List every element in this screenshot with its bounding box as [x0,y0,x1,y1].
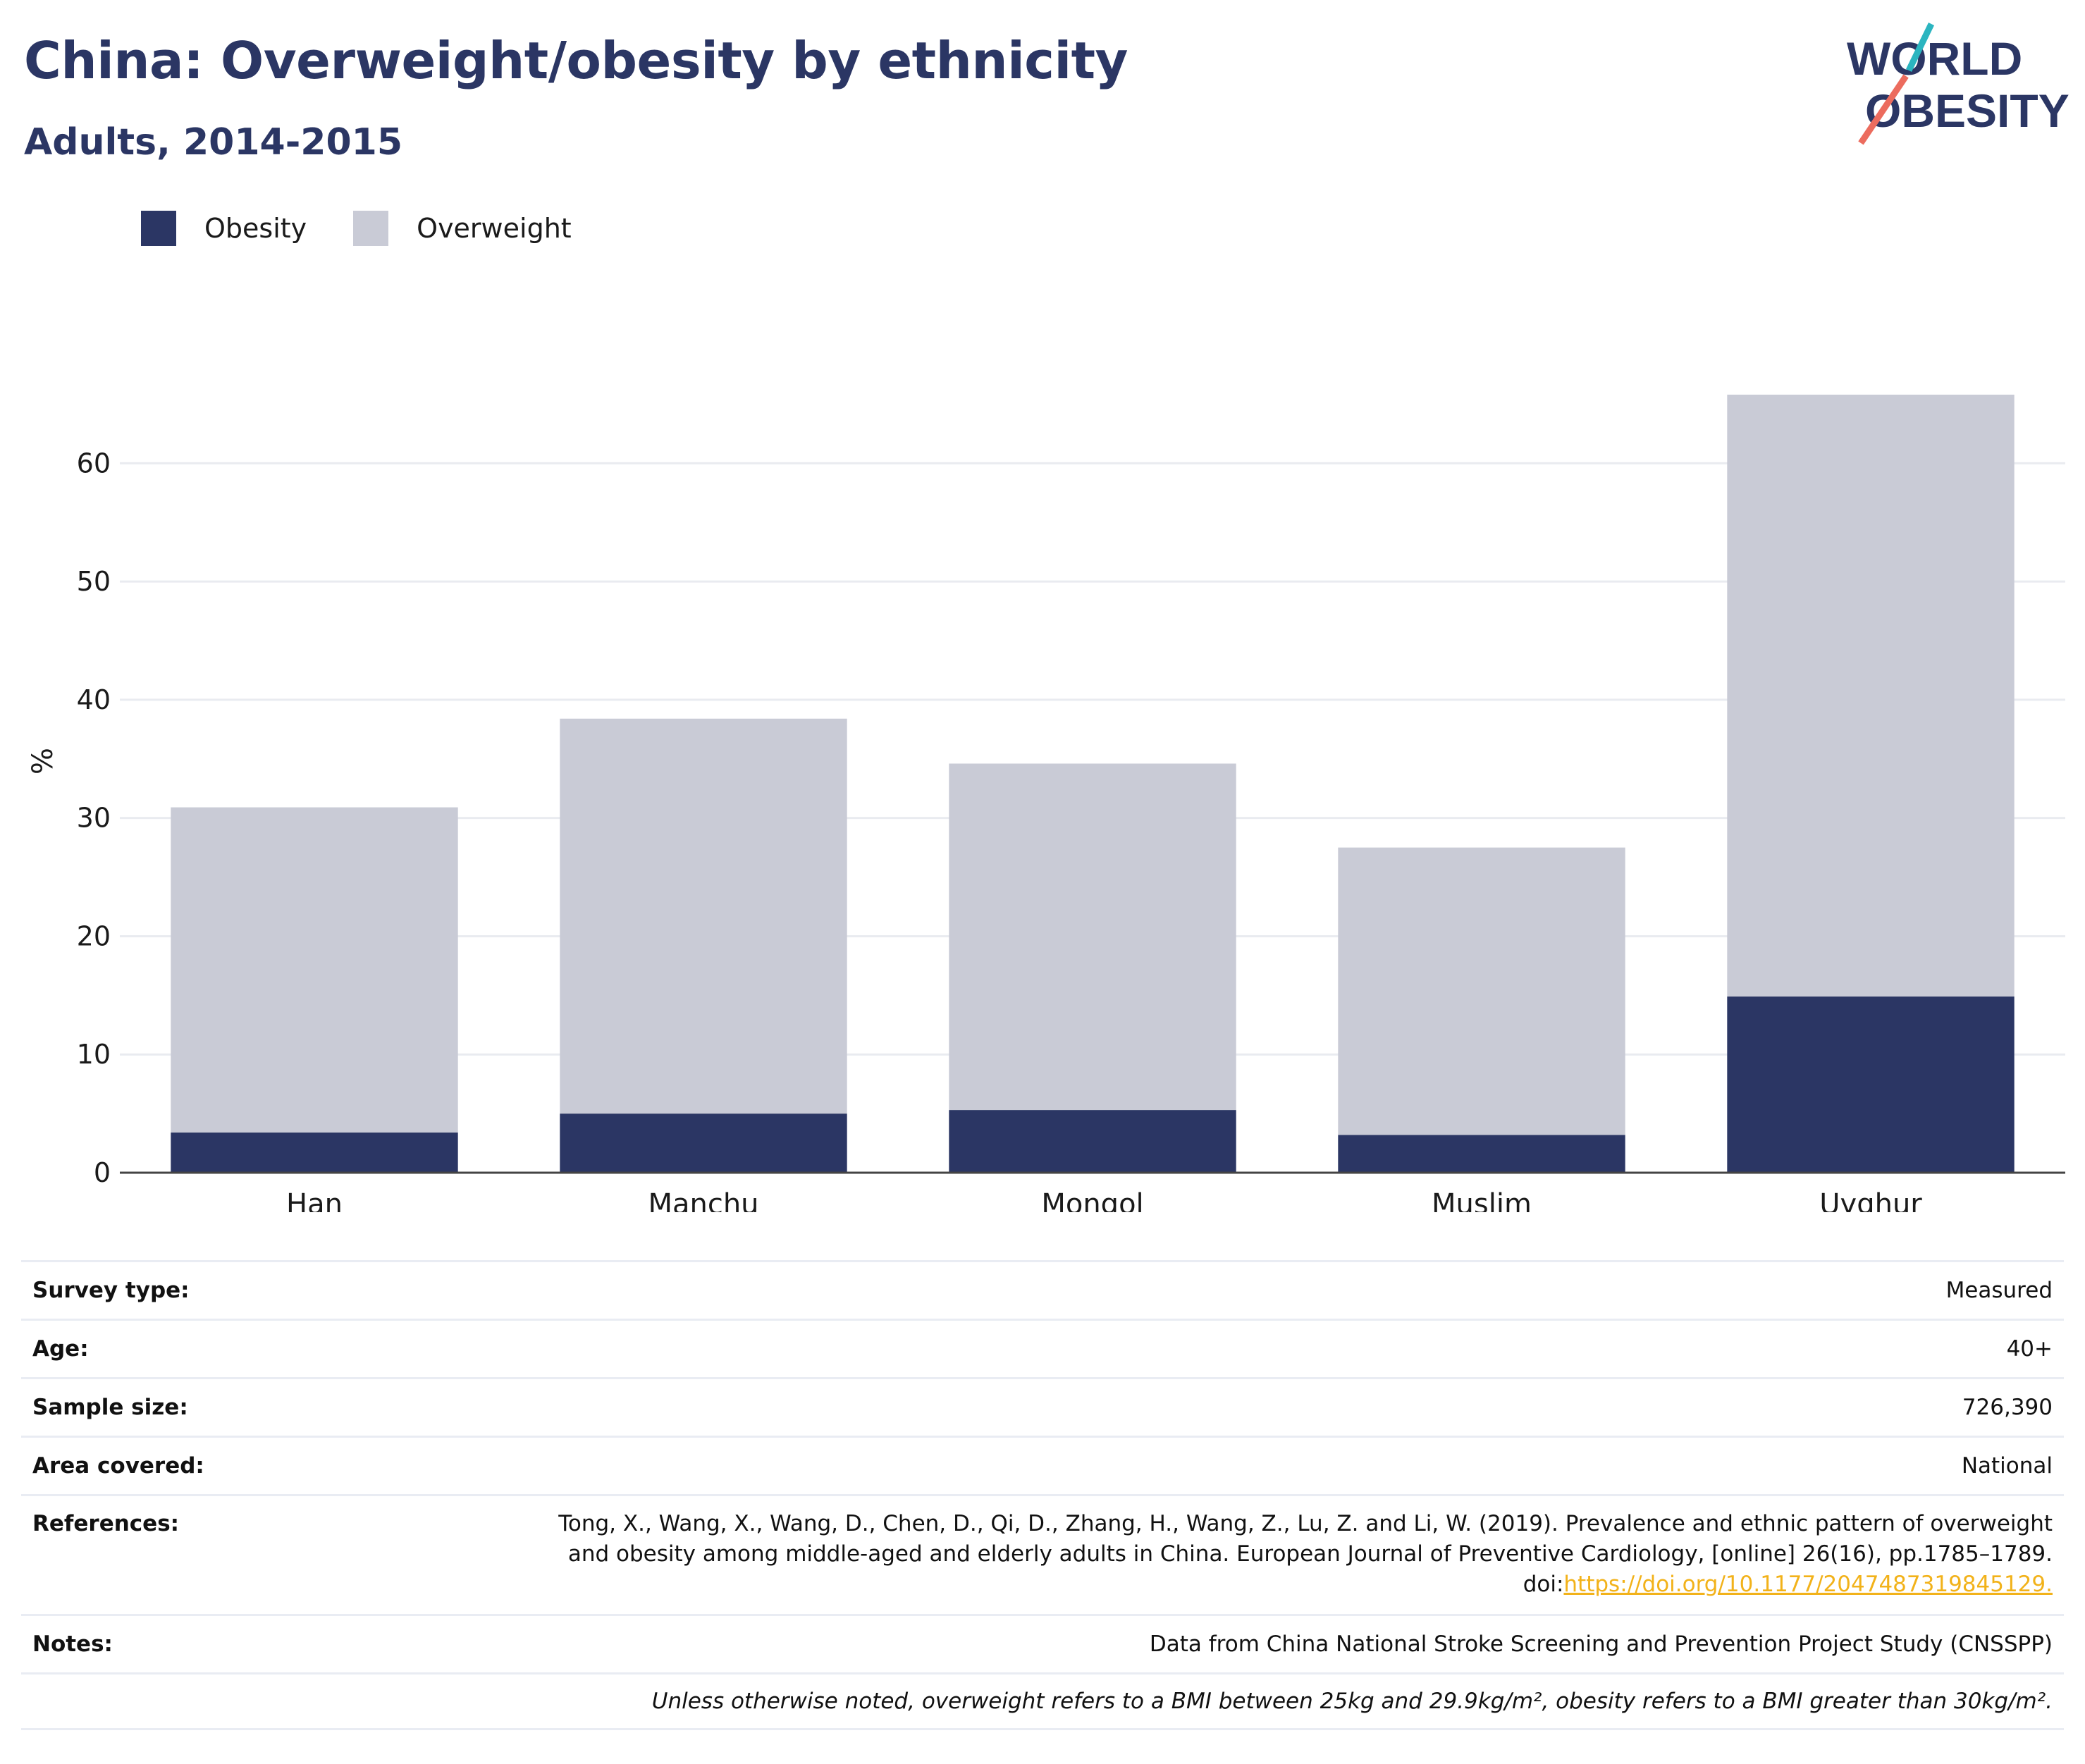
legend-item-obesity[interactable]: Obesity [141,211,307,246]
doi-prefix: doi: [1523,1572,1564,1597]
reference-doi: doi:https://doi.org/10.1177/204748731984… [558,1569,2053,1600]
info-row-references: References: Tong, X., Wang, X., Wang, D.… [21,1494,2064,1614]
bar-overweight-manchu [560,718,847,1114]
bmi-footnote: Unless otherwise noted, overweight refer… [651,1689,2053,1714]
sample-size-value: 726,390 [1962,1395,2053,1420]
bar-obesity-han [171,1132,458,1173]
y-tick-label: 60 [77,448,111,479]
legend-swatch-overweight [353,211,389,246]
age-value: 40+ [2006,1336,2053,1362]
info-row-survey-type: Survey type: Measured [21,1260,2064,1319]
bar-obesity-manchu [560,1114,847,1173]
legend-item-overweight[interactable]: Overweight [353,211,572,246]
legend-label-overweight: Overweight [417,213,572,244]
info-table: Survey type: Measured Age: 40+ Sample si… [21,1260,2064,1730]
info-row-age: Age: 40+ [21,1319,2064,1377]
legend-swatch-obesity [141,211,176,246]
bar-overweight-han [171,807,458,1133]
legend-label-obesity: Obesity [204,213,307,244]
logo-line2: OBESITY [1865,85,2069,137]
bar-overweight-uyghur [1727,395,2015,997]
world-obesity-logo[interactable]: WORLD OBESITY [1833,20,2072,147]
info-row-area: Area covered: National [21,1436,2064,1494]
sample-size-label: Sample size: [32,1395,188,1420]
references-value: Tong, X., Wang, X., Wang, D., Chen, D., … [558,1509,2053,1600]
survey-type-label: Survey type: [32,1278,190,1303]
area-label: Area covered: [32,1453,204,1479]
area-value: National [1961,1453,2053,1479]
bar-chart: 0 10 20 30 40 50 60% Han Manchu Mongol Muslim Uyghu… [27,395,2065,1212]
logo-line1: WORLD [1847,32,2022,85]
bar-obesity-mongol [949,1110,1236,1173]
info-row-notes: Notes: Data from China National Stroke S… [21,1614,2064,1672]
y-tick-label: 40 [77,684,111,715]
bar-overweight-mongol [949,763,1236,1111]
x-tick-label: Mongol [1041,1188,1143,1212]
info-row-sample-size: Sample size: 726,390 [21,1377,2064,1436]
reference-line-2: and obesity among middle-aged and elderl… [567,1541,2053,1567]
x-tick-label: Uyghur [1819,1188,1922,1212]
age-label: Age: [32,1336,89,1362]
y-tick-label: 30 [77,803,111,834]
bar-obesity-muslim [1338,1135,1625,1173]
notes-value: Data from China National Stroke Screenin… [1149,1632,2053,1657]
x-tick-label: Manchu [648,1188,758,1212]
notes-label: Notes: [32,1632,113,1657]
y-tick-label: 10 [77,1039,111,1070]
page-subtitle: Adults, 2014-2015 [24,121,403,164]
y-tick-label: 0 [94,1157,111,1188]
info-row-footnote: Unless otherwise noted, overweight refer… [21,1672,2064,1730]
y-axis-label: % [27,748,59,775]
bar-overweight-muslim [1338,847,1625,1135]
bar-obesity-uyghur [1727,997,2015,1173]
page-title: China: Overweight/obesity by ethnicity [24,31,1128,90]
x-tick-label: Muslim [1432,1188,1532,1212]
x-tick-label: Han [286,1188,343,1212]
doi-link[interactable]: https://doi.org/10.1177/2047487319845129… [1563,1572,2053,1597]
references-label: References: [32,1511,180,1536]
survey-type-value: Measured [1945,1278,2053,1303]
y-tick-label: 20 [77,920,111,951]
logo-teal-slash [1905,23,1935,72]
chart-legend: Obesity Overweight [141,210,618,247]
y-tick-label: 50 [77,566,111,597]
logo-coral-slash [1858,74,1909,145]
reference-line-1: Tong, X., Wang, X., Wang, D., Chen, D., … [558,1511,2053,1536]
